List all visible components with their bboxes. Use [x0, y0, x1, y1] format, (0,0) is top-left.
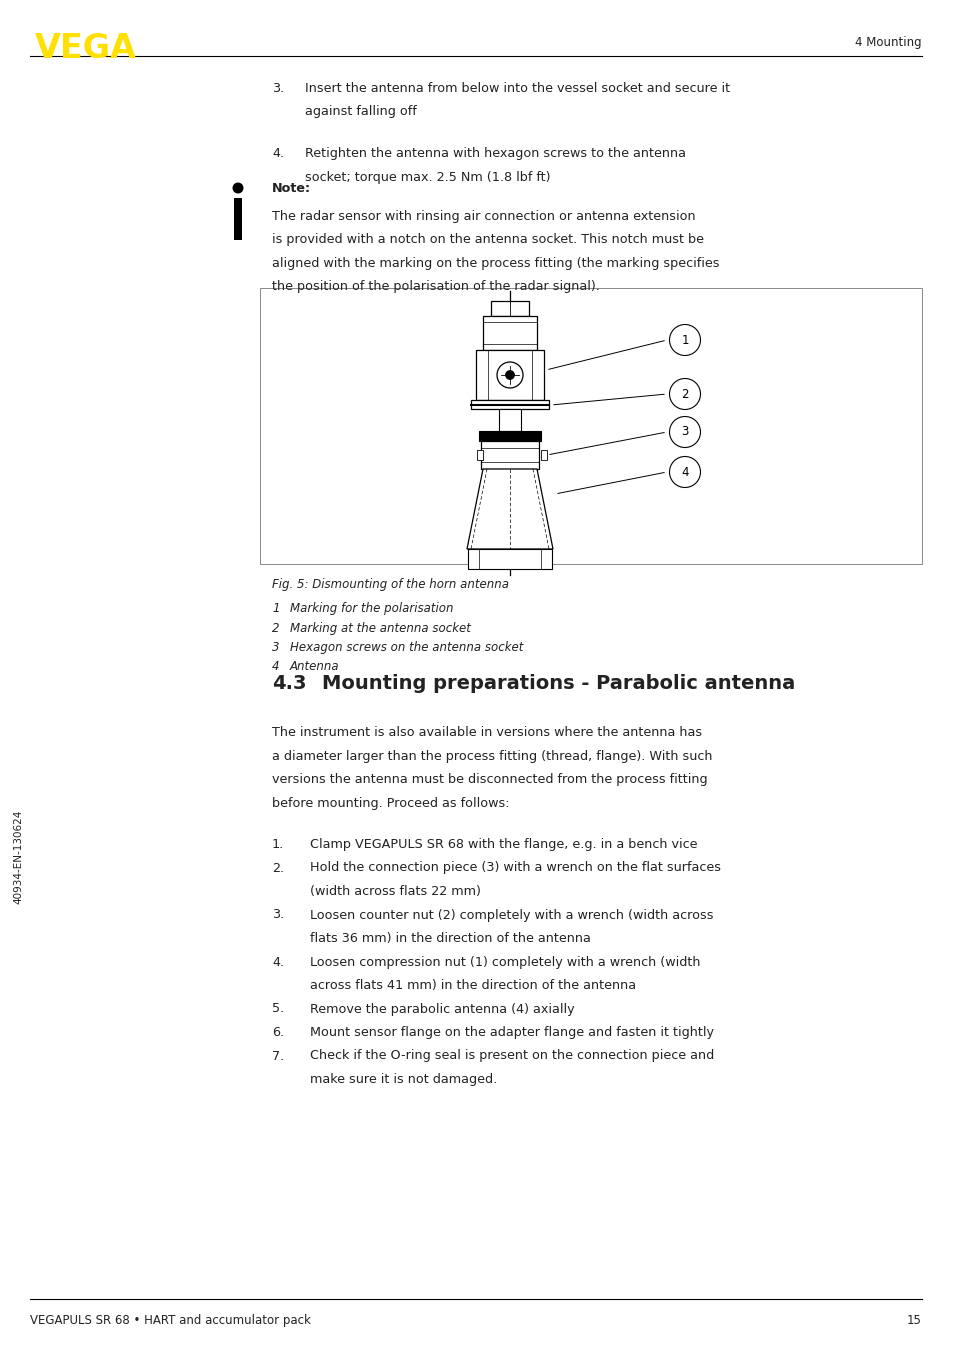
- Bar: [476, 450, 482, 460]
- Text: Loosen compression nut (1) completely with a wrench (width: Loosen compression nut (1) completely wi…: [310, 956, 700, 968]
- Bar: [491, 301, 529, 315]
- Text: 4.3: 4.3: [272, 674, 306, 693]
- Text: aligned with the marking on the process fitting (the marking specifies: aligned with the marking on the process …: [272, 257, 719, 269]
- Circle shape: [669, 456, 700, 487]
- Text: make sure it is not damaged.: make sure it is not damaged.: [310, 1072, 497, 1086]
- Text: the position of the polarisation of the radar signal).: the position of the polarisation of the …: [272, 280, 599, 294]
- Text: a diameter larger than the process fitting (thread, flange). With such: a diameter larger than the process fitti…: [272, 750, 712, 762]
- Text: Clamp VEGAPULS SR 68 with the flange, e.g. in a bench vice: Clamp VEGAPULS SR 68 with the flange, e.…: [310, 838, 697, 852]
- Bar: [478, 431, 540, 441]
- Text: 4: 4: [272, 661, 279, 673]
- Text: Mounting preparations - Parabolic antenna: Mounting preparations - Parabolic antenn…: [322, 674, 795, 693]
- Text: Marking for the polarisation: Marking for the polarisation: [290, 603, 453, 615]
- Text: Insert the antenna from below into the vessel socket and secure it: Insert the antenna from below into the v…: [305, 83, 729, 95]
- Text: 6.: 6.: [272, 1026, 284, 1039]
- Text: 3.: 3.: [272, 909, 284, 922]
- Circle shape: [233, 183, 243, 192]
- Text: The instrument is also available in versions where the antenna has: The instrument is also available in vers…: [272, 726, 701, 739]
- Text: 1.: 1.: [272, 838, 284, 852]
- Bar: [476, 349, 543, 399]
- Text: The radar sensor with rinsing air connection or antenna extension: The radar sensor with rinsing air connec…: [272, 210, 695, 223]
- Circle shape: [497, 362, 522, 389]
- Bar: [471, 399, 548, 409]
- Bar: [498, 409, 520, 431]
- Text: versions the antenna must be disconnected from the process fitting: versions the antenna must be disconnecte…: [272, 773, 707, 787]
- Text: 2.: 2.: [272, 861, 284, 875]
- Circle shape: [669, 379, 700, 409]
- Bar: [482, 315, 537, 349]
- Text: 15: 15: [906, 1313, 921, 1327]
- Text: 4.: 4.: [272, 956, 284, 968]
- Text: Hold the connection piece (3) with a wrench on the flat surfaces: Hold the connection piece (3) with a wre…: [310, 861, 720, 875]
- Text: Fig. 5: Dismounting of the horn antenna: Fig. 5: Dismounting of the horn antenna: [272, 578, 509, 590]
- Circle shape: [669, 325, 700, 356]
- Text: socket; torque max. 2.5 Nm (1.8 lbf ft): socket; torque max. 2.5 Nm (1.8 lbf ft): [305, 171, 550, 184]
- Circle shape: [669, 417, 700, 448]
- Bar: [260, 288, 921, 565]
- Circle shape: [505, 371, 514, 379]
- Text: Retighten the antenna with hexagon screws to the antenna: Retighten the antenna with hexagon screw…: [305, 148, 685, 160]
- Bar: [480, 441, 538, 468]
- FancyBboxPatch shape: [233, 198, 242, 240]
- Text: Hexagon screws on the antenna socket: Hexagon screws on the antenna socket: [290, 640, 523, 654]
- Text: 4: 4: [680, 466, 688, 478]
- Text: Mount sensor flange on the adapter flange and fasten it tightly: Mount sensor flange on the adapter flang…: [310, 1026, 713, 1039]
- Text: Loosen counter nut (2) completely with a wrench (width across: Loosen counter nut (2) completely with a…: [310, 909, 713, 922]
- Polygon shape: [467, 468, 553, 548]
- Text: Remove the parabolic antenna (4) axially: Remove the parabolic antenna (4) axially: [310, 1002, 574, 1016]
- Text: 40934-EN-130624: 40934-EN-130624: [13, 810, 23, 904]
- Text: before mounting. Proceed as follows:: before mounting. Proceed as follows:: [272, 796, 509, 810]
- Text: is provided with a notch on the antenna socket. This notch must be: is provided with a notch on the antenna …: [272, 233, 703, 246]
- Text: 4.: 4.: [272, 148, 284, 160]
- Text: Note:: Note:: [272, 181, 311, 195]
- Text: Check if the O-ring seal is present on the connection piece and: Check if the O-ring seal is present on t…: [310, 1049, 714, 1063]
- Text: VEGA: VEGA: [35, 32, 137, 65]
- Text: 3: 3: [272, 640, 279, 654]
- Text: 1: 1: [272, 603, 279, 615]
- Text: 3.: 3.: [272, 83, 284, 95]
- Text: (width across flats 22 mm): (width across flats 22 mm): [310, 886, 480, 898]
- Bar: [468, 548, 552, 569]
- Text: flats 36 mm) in the direction of the antenna: flats 36 mm) in the direction of the ant…: [310, 932, 590, 945]
- Bar: [540, 450, 546, 460]
- Text: 5.: 5.: [272, 1002, 284, 1016]
- Text: 2: 2: [680, 387, 688, 401]
- Text: 3: 3: [680, 425, 688, 439]
- Text: Marking at the antenna socket: Marking at the antenna socket: [290, 621, 471, 635]
- Text: against falling off: against falling off: [305, 106, 416, 119]
- Text: VEGAPULS SR 68 • HART and accumulator pack: VEGAPULS SR 68 • HART and accumulator pa…: [30, 1313, 311, 1327]
- Text: 7.: 7.: [272, 1049, 284, 1063]
- Text: 1: 1: [680, 333, 688, 347]
- Text: Antenna: Antenna: [290, 661, 339, 673]
- Text: 2: 2: [272, 621, 279, 635]
- Text: 4 Mounting: 4 Mounting: [855, 37, 921, 49]
- Text: across flats 41 mm) in the direction of the antenna: across flats 41 mm) in the direction of …: [310, 979, 636, 992]
